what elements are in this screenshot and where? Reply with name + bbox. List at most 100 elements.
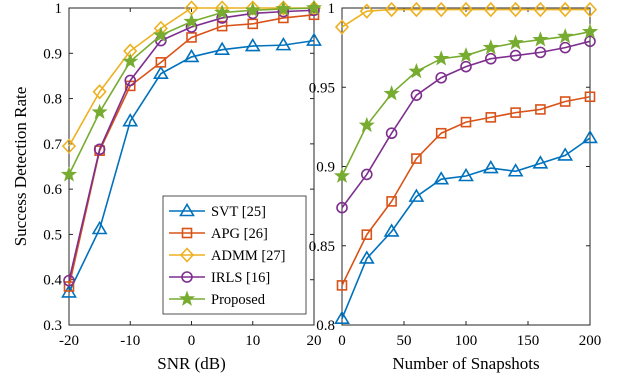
series-group bbox=[61, 0, 322, 298]
data-point-diamond bbox=[558, 1, 573, 18]
legend-label: IRLS [16] bbox=[211, 270, 270, 286]
data-point-circle bbox=[584, 35, 596, 48]
data-point-square bbox=[411, 153, 422, 164]
data-point-star bbox=[457, 47, 475, 63]
data-point-triangle bbox=[358, 250, 375, 264]
data-point-triangle bbox=[557, 147, 574, 161]
data-point-star bbox=[532, 31, 549, 47]
data-point-star bbox=[244, 1, 261, 18]
y-tick-label: 0.85 bbox=[309, 239, 335, 255]
data-point-diamond bbox=[334, 19, 350, 35]
data-point-diamond bbox=[533, 1, 548, 18]
data-point-diamond bbox=[359, 3, 374, 19]
y-tick-label: 0.5 bbox=[43, 227, 62, 243]
data-point-square bbox=[361, 229, 373, 240]
y-tick-label: 0.6 bbox=[43, 182, 62, 198]
data-point-diamond bbox=[582, 1, 598, 18]
x-tick-label: -10 bbox=[120, 333, 140, 349]
series-line-diamond bbox=[341, 8, 590, 28]
legend-label: APG [26] bbox=[211, 226, 268, 242]
x-tick-label: 20 bbox=[307, 333, 322, 349]
series-line-square bbox=[341, 95, 591, 286]
data-point-square bbox=[435, 127, 447, 139]
y-tick-label: 0.3 bbox=[43, 318, 62, 334]
x-tick-label: 50 bbox=[397, 333, 412, 349]
y-tick-label: 0.8 bbox=[316, 318, 335, 334]
data-point-triangle bbox=[183, 48, 200, 63]
legend-label: Proposed bbox=[211, 292, 266, 308]
data-point-star bbox=[433, 50, 450, 66]
y-tick-label: 0.4 bbox=[43, 273, 62, 289]
data-point-diamond bbox=[483, 1, 498, 18]
series-line-triangle bbox=[68, 39, 315, 293]
data-point-circle bbox=[559, 41, 572, 54]
data-point-circle bbox=[63, 274, 75, 287]
data-point-square bbox=[535, 104, 546, 115]
data-point-star bbox=[408, 62, 425, 79]
data-point-triangle bbox=[122, 113, 139, 127]
data-point-square bbox=[155, 57, 167, 68]
y-tick-label: 0.9 bbox=[316, 160, 335, 176]
x-axis-label: Number of Snapshots bbox=[392, 354, 539, 373]
data-point-circle bbox=[124, 74, 137, 87]
data-point-circle bbox=[360, 168, 373, 181]
x-tick-label: 150 bbox=[517, 333, 540, 349]
y-tick-label: 0.9 bbox=[43, 46, 62, 62]
y-tick-label: 0.95 bbox=[309, 80, 335, 96]
data-point-circle bbox=[385, 127, 398, 140]
data-point-circle bbox=[336, 201, 348, 214]
data-point-triangle bbox=[91, 220, 108, 235]
data-point-star bbox=[358, 116, 375, 133]
data-point-square bbox=[584, 91, 596, 103]
series-line-triangle bbox=[341, 137, 591, 319]
data-point-triangle bbox=[334, 310, 350, 324]
data-point-triangle bbox=[532, 155, 549, 169]
data-point-triangle bbox=[244, 37, 261, 52]
data-point-triangle bbox=[306, 32, 322, 46]
data-point-square bbox=[386, 196, 397, 207]
data-point-diamond bbox=[245, 0, 260, 16]
x-tick-label: 0 bbox=[338, 333, 346, 349]
data-point-square bbox=[186, 32, 197, 43]
y-tick-label: 1 bbox=[328, 1, 336, 17]
data-point-triangle bbox=[582, 129, 598, 144]
y-tick-label: 0.7 bbox=[43, 137, 62, 153]
data-point-triangle bbox=[152, 65, 169, 79]
data-point-triangle bbox=[383, 223, 400, 237]
data-point-star bbox=[61, 166, 78, 182]
data-point-square bbox=[460, 116, 472, 128]
data-point-square bbox=[510, 107, 521, 118]
data-point-star bbox=[152, 26, 169, 43]
data-point-star bbox=[383, 85, 400, 101]
x-tick-label: 0 bbox=[188, 333, 196, 349]
legend: SVT [25] APG [26] ADMM [27] IRLS [16] Propos… bbox=[162, 195, 307, 315]
legend-label: SVT [25] bbox=[211, 204, 266, 220]
snr-panel: -20 -10 0 10 20 0.3 0.4 0.5 0.6 0.7 0.8 0.9 1 SNR (dB… bbox=[11, 0, 322, 373]
data-point-square bbox=[63, 281, 75, 292]
data-point-diamond bbox=[92, 84, 107, 100]
y-tick-label: 1 bbox=[55, 1, 63, 17]
data-point-diamond bbox=[508, 1, 523, 18]
data-point-diamond bbox=[276, 0, 291, 16]
data-point-diamond bbox=[61, 138, 77, 154]
data-point-circle bbox=[410, 89, 423, 101]
series-line-diamond bbox=[68, 7, 314, 147]
data-point-triangle bbox=[433, 171, 450, 185]
data-point-star bbox=[557, 28, 574, 44]
data-point-square bbox=[216, 20, 228, 32]
data-point-triangle bbox=[507, 163, 524, 177]
x-tick-label: 100 bbox=[455, 333, 478, 349]
legend-marker-square bbox=[181, 227, 193, 239]
data-point-circle bbox=[93, 143, 106, 156]
y-axis-label: Success Detection Rate bbox=[11, 87, 30, 247]
data-point-diamond bbox=[384, 1, 399, 18]
data-point-circle bbox=[460, 60, 472, 73]
data-point-triangle bbox=[408, 188, 425, 202]
data-point-triangle bbox=[482, 160, 499, 174]
x-tick-label: -20 bbox=[59, 333, 79, 349]
data-point-circle bbox=[509, 49, 522, 62]
data-point-triangle bbox=[458, 167, 474, 182]
series-line-circle bbox=[68, 9, 315, 281]
legend-marker-triangle bbox=[179, 202, 195, 217]
